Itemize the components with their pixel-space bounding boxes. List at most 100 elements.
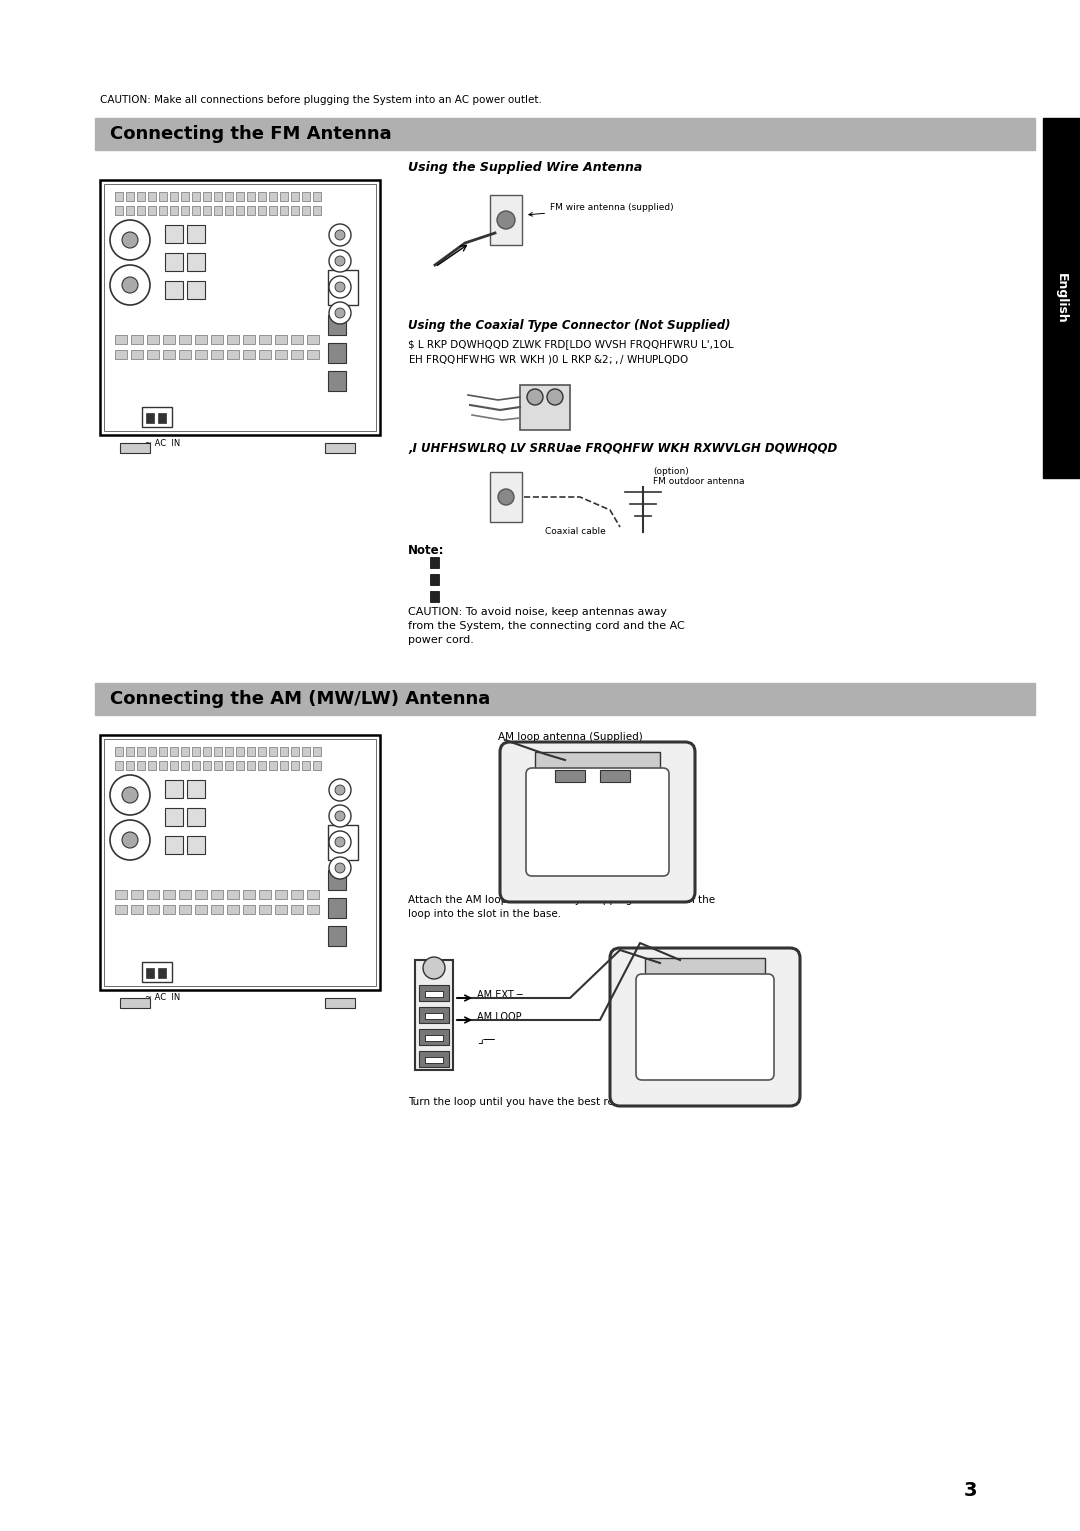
Circle shape: [423, 957, 445, 978]
Bar: [179, 890, 191, 899]
Bar: [148, 191, 156, 201]
Bar: [419, 1050, 449, 1067]
Bar: [225, 747, 233, 756]
Text: from the System, the connecting cord and the AC: from the System, the connecting cord and…: [408, 622, 685, 631]
Bar: [313, 747, 321, 756]
Bar: [243, 335, 255, 344]
Bar: [291, 335, 303, 344]
Bar: [426, 1056, 443, 1063]
Bar: [170, 761, 178, 770]
Bar: [258, 747, 266, 756]
Bar: [137, 191, 145, 201]
Bar: [302, 761, 310, 770]
Circle shape: [546, 389, 563, 406]
Circle shape: [329, 805, 351, 827]
Text: AM loop antenna (Supplied): AM loop antenna (Supplied): [498, 732, 643, 743]
Bar: [137, 761, 145, 770]
Bar: [275, 351, 287, 358]
Circle shape: [335, 308, 345, 318]
Circle shape: [329, 779, 351, 801]
Bar: [490, 472, 522, 522]
Bar: [114, 905, 127, 914]
Text: CAUTION: To avoid noise, keep antennas away: CAUTION: To avoid noise, keep antennas a…: [408, 606, 667, 617]
Circle shape: [122, 233, 138, 248]
Bar: [275, 905, 287, 914]
Bar: [195, 335, 207, 344]
Circle shape: [329, 831, 351, 853]
Bar: [237, 747, 244, 756]
Circle shape: [335, 785, 345, 795]
Bar: [187, 253, 205, 271]
Bar: [158, 968, 166, 978]
Bar: [165, 225, 183, 243]
Text: ,I UHFHSWLRQ LV SRRUae FRQQHFW WKH RXWVLGH DQWHQQD: ,I UHFHSWLRQ LV SRRUae FRQQHFW WKH RXWVL…: [408, 441, 837, 455]
Bar: [275, 890, 287, 899]
Circle shape: [335, 811, 345, 821]
Bar: [237, 191, 244, 201]
Bar: [163, 335, 175, 344]
Bar: [120, 998, 150, 1007]
Bar: [291, 747, 299, 756]
Bar: [307, 335, 319, 344]
Text: ~ AC  IN: ~ AC IN: [145, 994, 180, 1003]
Bar: [259, 335, 271, 344]
Bar: [120, 442, 150, 453]
Bar: [269, 747, 276, 756]
Bar: [430, 591, 438, 602]
Bar: [243, 351, 255, 358]
Bar: [170, 747, 178, 756]
Text: Turn the loop until you have the best reception.: Turn the loop until you have the best re…: [408, 1098, 657, 1107]
Bar: [114, 351, 127, 358]
Bar: [1043, 118, 1080, 478]
Bar: [148, 761, 156, 770]
Bar: [419, 1029, 449, 1046]
Text: 3: 3: [963, 1480, 976, 1499]
Bar: [259, 351, 271, 358]
Text: loop into the slot in the base.: loop into the slot in the base.: [408, 909, 562, 919]
Bar: [600, 770, 630, 782]
Text: CAUTION: Make all connections before plugging the System into an AC power outlet: CAUTION: Make all connections before plu…: [100, 95, 542, 106]
Bar: [211, 905, 222, 914]
Bar: [307, 890, 319, 899]
Bar: [170, 207, 178, 214]
Circle shape: [110, 775, 150, 814]
Bar: [165, 836, 183, 854]
Text: Coaxial cable: Coaxial cable: [545, 528, 606, 536]
Bar: [519, 384, 570, 430]
Bar: [227, 351, 239, 358]
Bar: [131, 890, 143, 899]
Circle shape: [329, 302, 351, 325]
Bar: [269, 207, 276, 214]
Bar: [426, 1035, 443, 1041]
Bar: [170, 191, 178, 201]
Bar: [225, 207, 233, 214]
Bar: [131, 905, 143, 914]
Bar: [137, 207, 145, 214]
Bar: [159, 747, 167, 756]
Bar: [165, 808, 183, 827]
Bar: [535, 752, 660, 775]
Bar: [147, 905, 159, 914]
Bar: [247, 747, 255, 756]
Bar: [419, 1007, 449, 1023]
Bar: [291, 905, 303, 914]
Bar: [227, 335, 239, 344]
Bar: [192, 761, 200, 770]
Circle shape: [122, 831, 138, 848]
Bar: [148, 747, 156, 756]
Bar: [227, 905, 239, 914]
Bar: [192, 191, 200, 201]
Bar: [328, 926, 346, 946]
Text: Connecting the AM (MW/LW) Antenna: Connecting the AM (MW/LW) Antenna: [110, 690, 490, 707]
Bar: [211, 351, 222, 358]
Circle shape: [110, 821, 150, 860]
Bar: [280, 747, 288, 756]
Bar: [126, 747, 134, 756]
Text: AM EXT ─: AM EXT ─: [477, 991, 523, 1000]
Bar: [192, 207, 200, 214]
Bar: [203, 191, 211, 201]
Bar: [211, 335, 222, 344]
Bar: [302, 207, 310, 214]
Circle shape: [329, 250, 351, 273]
Bar: [114, 890, 127, 899]
